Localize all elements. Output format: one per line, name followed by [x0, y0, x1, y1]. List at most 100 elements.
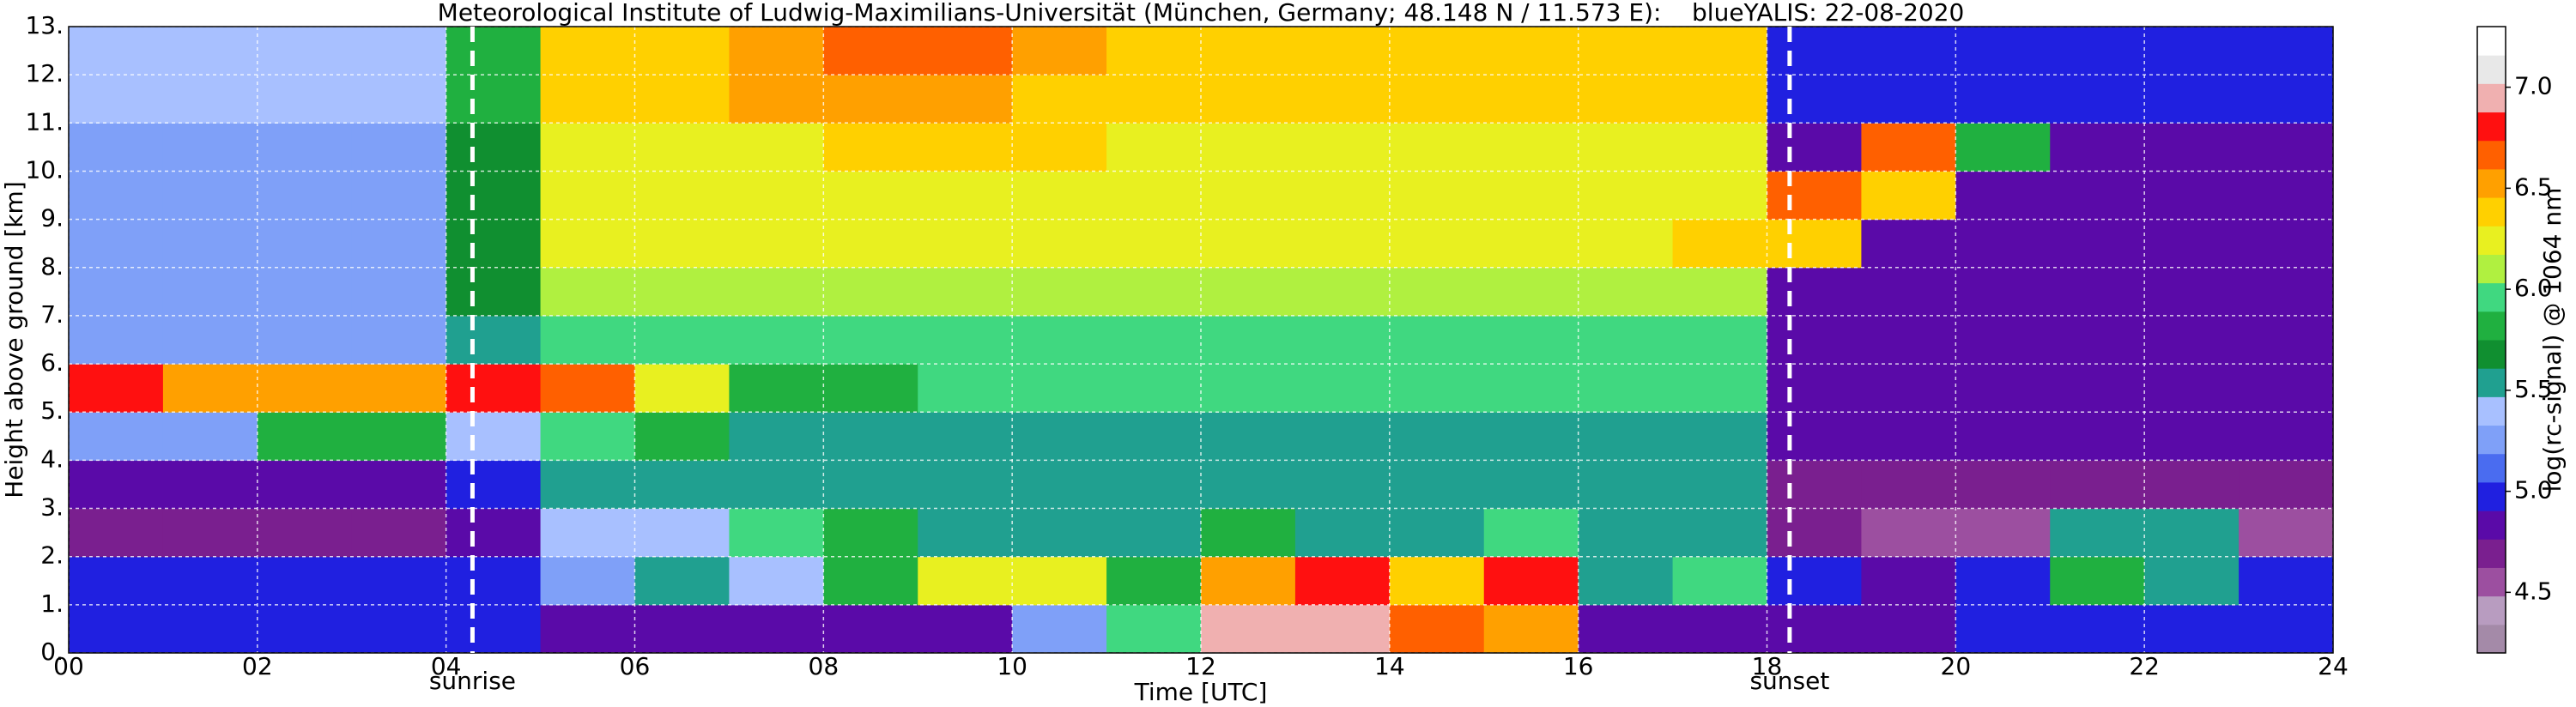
- heat-cell: [729, 412, 824, 461]
- heat-cell: [1483, 604, 1579, 654]
- x-tick-label: 22: [2129, 652, 2160, 680]
- heat-cell: [918, 556, 1013, 606]
- heat-cell: [1955, 123, 2051, 172]
- heat-cell: [1294, 75, 1391, 124]
- heat-cell: [1861, 364, 1956, 413]
- heat-cell: [257, 267, 353, 317]
- annotation-label: sunset: [1749, 667, 1829, 695]
- heat-cell: [1767, 604, 1862, 654]
- colorbar-tick-label: 6.0: [2514, 274, 2553, 302]
- heat-cell: [1672, 364, 1767, 413]
- heat-cell: [1012, 508, 1107, 558]
- heat-cell: [1201, 315, 1296, 365]
- x-tick-label: 04: [431, 652, 462, 680]
- colorbar-swatch: [2477, 168, 2506, 198]
- heat-cell: [2050, 123, 2145, 172]
- heat-cell: [1767, 460, 1862, 510]
- heat-cell: [257, 123, 353, 172]
- heat-cell: [2239, 171, 2334, 221]
- heat-cell: [1106, 460, 1202, 510]
- heat-cell: [634, 123, 730, 172]
- heat-cell: [69, 556, 164, 606]
- heat-cell: [823, 171, 918, 221]
- heat-cell: [69, 604, 164, 654]
- heat-cell: [1012, 75, 1107, 124]
- heat-cell: [729, 27, 824, 76]
- heat-cell: [2050, 508, 2145, 558]
- heat-cell: [69, 412, 164, 461]
- heat-cell: [540, 219, 635, 269]
- heat-cell: [1483, 412, 1579, 461]
- heat-cell: [69, 267, 164, 317]
- heat-cell: [2239, 460, 2334, 510]
- y-tick-label: 2.: [40, 541, 64, 570]
- heat-cell: [540, 460, 635, 510]
- heat-cell: [2144, 364, 2240, 413]
- heat-cell: [2144, 508, 2240, 558]
- colorbar-swatch: [2477, 368, 2506, 397]
- heat-cell: [2144, 315, 2240, 365]
- colorbar-swatch: [2477, 27, 2506, 56]
- heat-cell: [1483, 460, 1579, 510]
- heat-cell: [1861, 604, 1956, 654]
- heat-cell: [1955, 412, 2051, 461]
- heat-cell: [1672, 219, 1767, 269]
- heat-cell: [1201, 412, 1296, 461]
- heat-cell: [1012, 123, 1107, 172]
- heat-cell: [729, 460, 824, 510]
- heat-cell: [729, 315, 824, 365]
- heat-cell: [257, 604, 353, 654]
- heat-cell: [540, 267, 635, 317]
- heat-cell: [257, 315, 353, 365]
- heat-cell: [1578, 27, 1674, 76]
- heat-cell: [162, 315, 258, 365]
- heat-cell: [257, 556, 353, 606]
- heat-cell: [1294, 171, 1391, 221]
- heat-cell: [1483, 267, 1579, 317]
- heat-cell: [634, 267, 730, 317]
- heat-cell: [1389, 556, 1485, 606]
- heat-cell: [257, 460, 353, 510]
- heat-cell: [2239, 364, 2334, 413]
- heat-cell: [1106, 412, 1202, 461]
- heat-cell: [351, 508, 447, 558]
- heat-cell: [69, 460, 164, 510]
- heat-cell: [2239, 267, 2334, 317]
- heat-cell: [1578, 508, 1674, 558]
- heat-cell: [1294, 27, 1391, 76]
- heat-cell: [445, 508, 542, 558]
- colorbar-swatch: [2477, 595, 2506, 625]
- heat-cell: [2144, 556, 2240, 606]
- heat-cell: [351, 27, 447, 76]
- heat-cell: [1106, 123, 1202, 172]
- heat-cell: [823, 315, 918, 365]
- annotation-label: sunrise: [429, 667, 516, 695]
- heat-cell: [1389, 508, 1485, 558]
- colorbar-swatch: [2477, 55, 2506, 84]
- x-tick-label: 14: [1374, 652, 1405, 680]
- colorbar-swatch: [2477, 282, 2506, 312]
- x-axis-label: Time [UTC]: [1134, 678, 1268, 706]
- heat-cell: [918, 171, 1013, 221]
- heat-cell: [634, 604, 730, 654]
- heat-cell: [1012, 219, 1107, 269]
- heat-cell: [1294, 604, 1391, 654]
- heat-cell: [445, 123, 542, 172]
- heat-cell: [162, 460, 258, 510]
- heat-cell: [1483, 75, 1579, 124]
- heat-cell: [1106, 604, 1202, 654]
- heat-cell: [1201, 508, 1296, 558]
- heat-cell: [918, 460, 1013, 510]
- colorbar-frame: [2476, 26, 2506, 654]
- colorbar-swatch: [2477, 112, 2506, 142]
- heat-cell: [823, 364, 918, 413]
- heat-cell: [540, 508, 635, 558]
- heat-cell: [69, 364, 164, 413]
- heat-cell: [2239, 27, 2334, 76]
- heat-cell: [1672, 27, 1767, 76]
- heat-cell: [1955, 508, 2051, 558]
- heat-cell: [162, 556, 258, 606]
- chart-title: Meteorological Institute of Ludwig-Maxim…: [438, 0, 1965, 27]
- heat-cell: [1672, 508, 1767, 558]
